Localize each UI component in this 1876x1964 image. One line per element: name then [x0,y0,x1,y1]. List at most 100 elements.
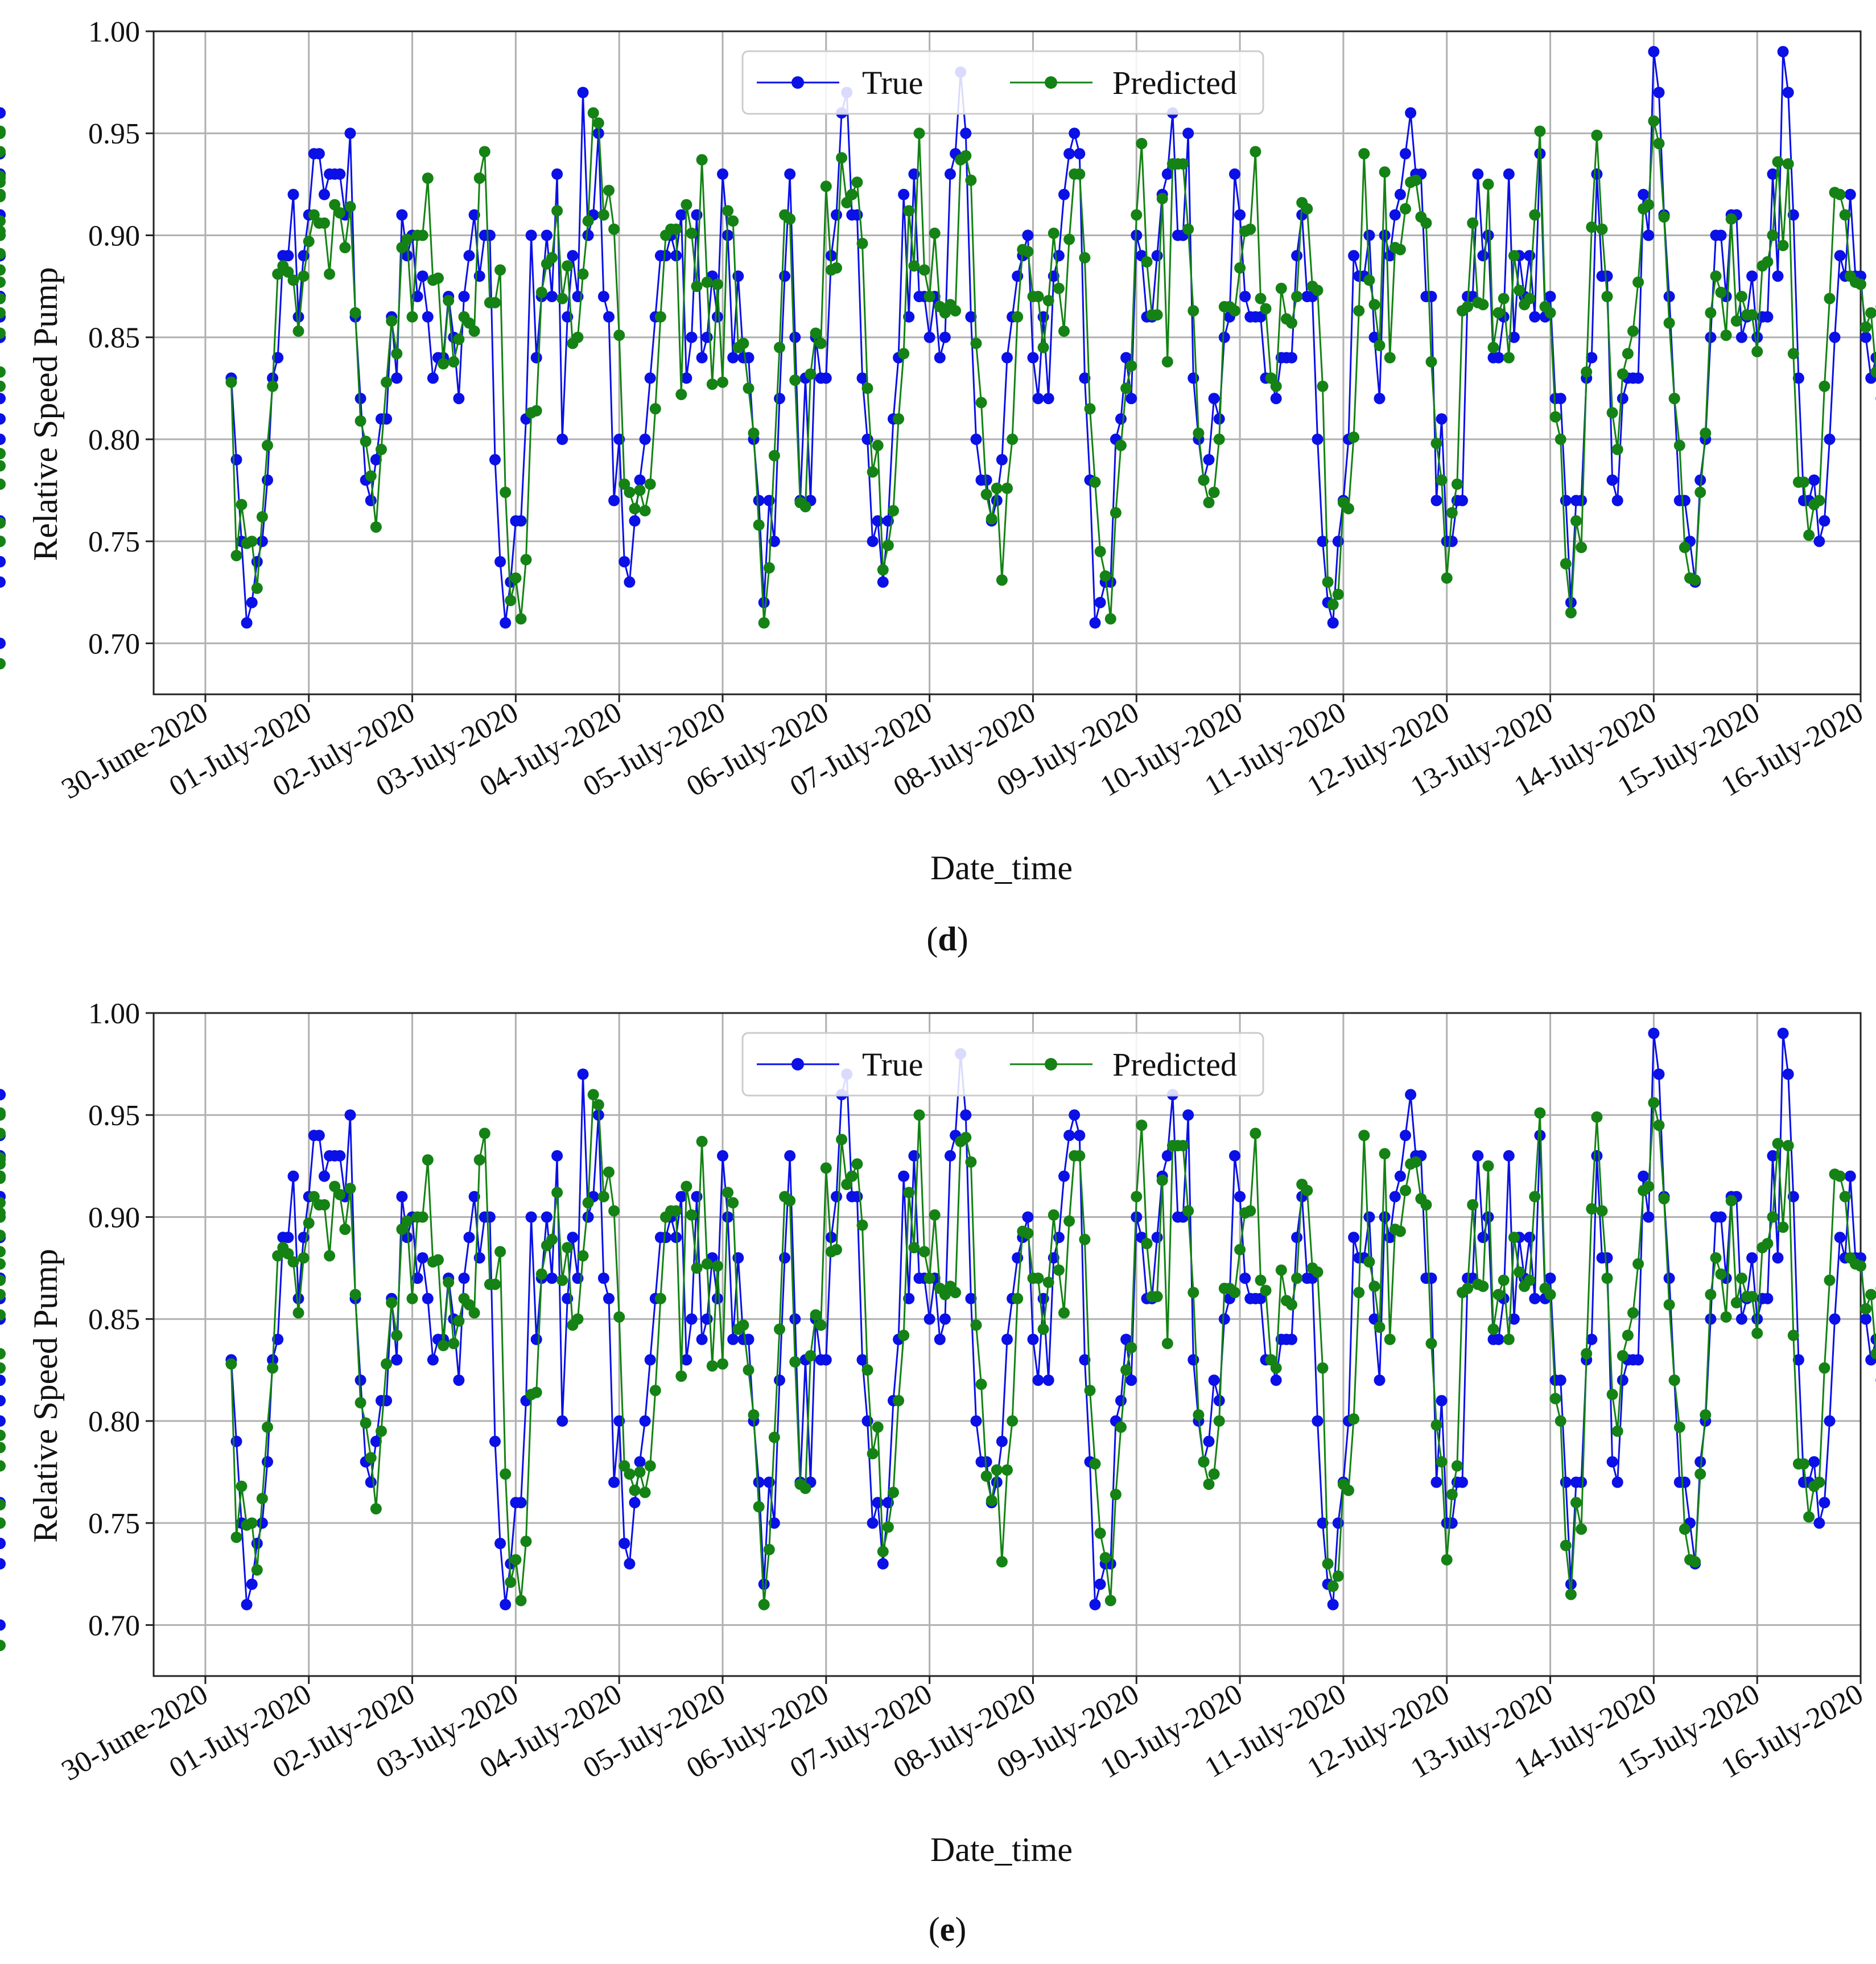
data-point [1332,588,1344,600]
data-point [872,1421,884,1433]
data-point [577,1068,589,1080]
data-point [1379,166,1391,178]
data-point [401,1215,413,1227]
data-point [950,305,962,317]
data-point [784,168,796,180]
data-point [1012,311,1024,323]
data-point [929,227,941,239]
data-point [1730,1297,1742,1308]
data-point [1188,305,1199,317]
data-point [432,272,444,284]
data-point [1301,1184,1313,1196]
data-point [1772,1138,1784,1150]
data-point [1451,478,1463,490]
data-point [1410,174,1422,186]
data-point [1368,299,1380,311]
data-point [1591,1150,1603,1162]
data-point [836,1134,848,1146]
data-point [0,1374,6,1386]
data-point [856,1354,868,1366]
legend-marker [791,1058,804,1070]
data-point [1596,223,1608,235]
data-point [230,1531,242,1543]
data-point [1632,372,1644,384]
data-point [1824,1415,1836,1427]
data-point [1182,223,1194,235]
data-point [1477,1232,1489,1244]
data-point [1368,331,1380,343]
data-point [1787,209,1799,221]
data-point [1586,352,1598,364]
data-point [996,1435,1008,1447]
data-point [1767,168,1779,180]
data-point [551,1187,563,1199]
data-point [1653,1119,1665,1131]
data-point [939,1313,951,1325]
data-point [737,337,749,349]
data-point [1787,1329,1799,1341]
data-point [1436,474,1448,486]
data-point [479,1127,490,1139]
data-point [1648,1097,1660,1109]
x-axis-title: Date_time [930,849,1073,887]
data-point [236,1480,248,1492]
y-tick-label: 0.75 [88,526,140,558]
data-point [0,1288,6,1300]
data-point [0,1172,6,1184]
data-point [1606,407,1618,419]
data-point [1648,1027,1660,1039]
data-point [1855,278,1866,290]
data-point [515,613,527,625]
data-point [1860,331,1872,343]
data-point [975,397,987,409]
data-point [1730,315,1742,327]
data-point [1131,1191,1143,1203]
data-point [965,1156,977,1168]
data-point [1746,270,1758,282]
data-point [970,1319,982,1331]
data-point [230,1435,242,1447]
data-point [411,1273,423,1284]
data-point [515,515,527,527]
data-point [815,337,827,349]
data-point [1074,148,1086,160]
data-point [1203,497,1215,508]
data-point [334,1189,346,1200]
data-point [1705,1288,1717,1300]
data-point [1617,368,1628,380]
data-point [727,215,739,227]
data-point [681,1354,692,1366]
data-point [453,333,465,345]
data-point [986,513,997,525]
data-point [1813,495,1825,507]
data-point [1255,311,1267,323]
data-point [1834,250,1846,262]
data-point [500,617,512,629]
data-point [1627,1307,1639,1319]
data-point [1715,229,1727,241]
data-point [391,372,403,384]
data-point [344,127,356,139]
data-point [0,1229,6,1241]
data-point [515,1595,527,1607]
data-point [774,1374,785,1386]
data-point [339,242,351,253]
data-point [1524,1274,1536,1286]
data-point [1860,1303,1872,1315]
data-point [292,1292,304,1304]
data-point [241,617,253,629]
data-point [267,1362,279,1374]
data-point [0,327,6,339]
data-point [1555,393,1566,405]
data-point [319,1170,330,1182]
data-point [1482,229,1494,241]
data-point [510,1554,522,1566]
data-point [597,291,609,302]
data-point [1074,168,1086,180]
data-point [1813,1476,1825,1488]
data-point [872,439,884,451]
data-point [443,1277,455,1288]
data-point [965,174,977,186]
data-point [1632,1258,1644,1270]
data-point [282,1232,294,1244]
